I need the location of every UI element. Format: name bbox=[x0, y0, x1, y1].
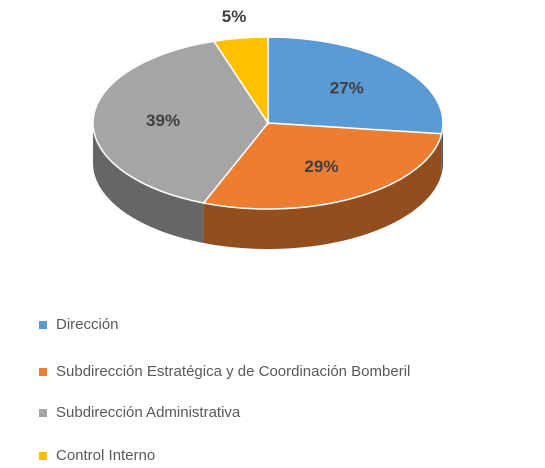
value-label: 5% bbox=[222, 7, 247, 26]
legend-label: Subdirección Administrativa bbox=[56, 404, 241, 421]
pie-slice bbox=[92, 40, 269, 204]
pie-slice bbox=[202, 122, 443, 210]
legend-label: Dirección bbox=[56, 316, 119, 333]
pie-slice bbox=[267, 36, 444, 135]
legend-label: Control Interno bbox=[56, 447, 155, 464]
pie-slice bbox=[212, 36, 269, 126]
legend-swatch bbox=[39, 368, 47, 376]
legend-swatch bbox=[39, 321, 47, 329]
legend-swatch bbox=[39, 452, 47, 460]
value-label: 39% bbox=[146, 111, 180, 130]
legend-swatch bbox=[39, 409, 47, 417]
pie-side bbox=[441, 123, 443, 174]
value-label: 27% bbox=[330, 78, 364, 97]
pie-side bbox=[203, 133, 442, 249]
legend-label: Subdirección Estratégica y de Coordinaci… bbox=[56, 363, 410, 380]
value-label: 29% bbox=[304, 157, 338, 176]
pie-side bbox=[93, 123, 204, 243]
